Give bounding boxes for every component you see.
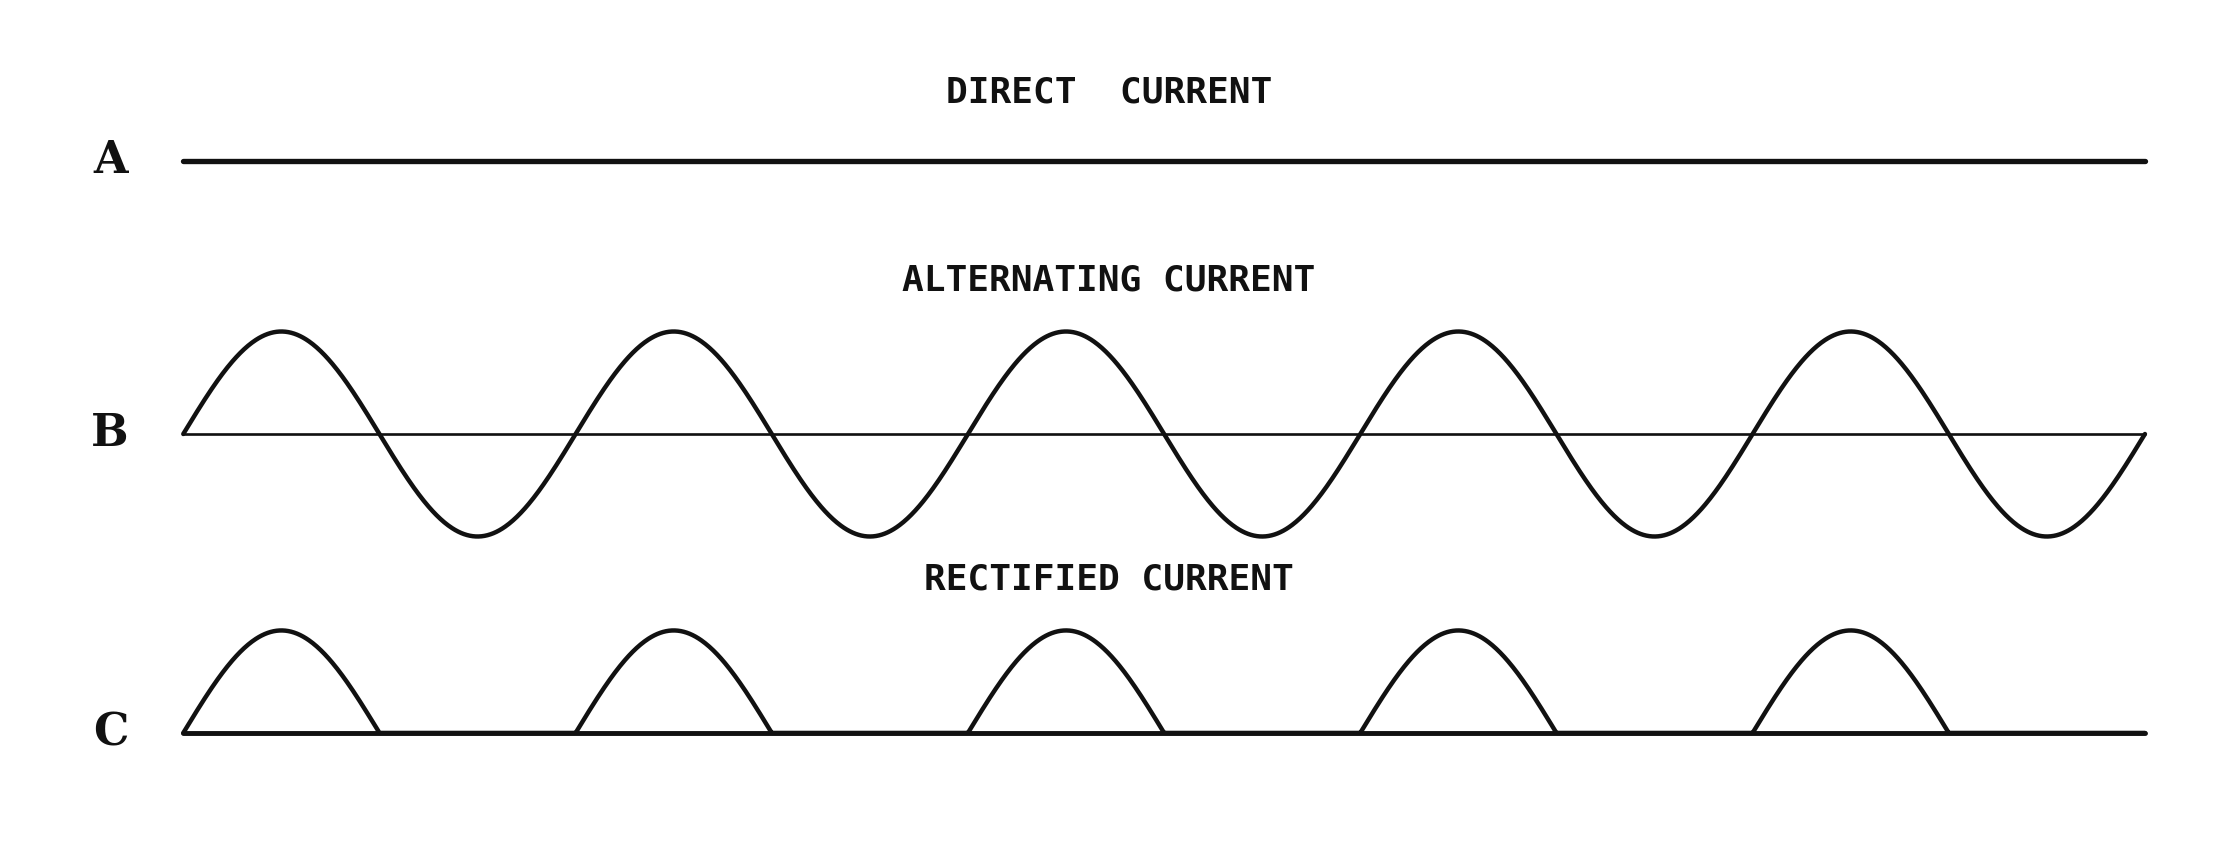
Text: ALTERNATING CURRENT: ALTERNATING CURRENT [903,263,1315,298]
Text: C: C [93,712,129,754]
Text: DIRECT  CURRENT: DIRECT CURRENT [945,76,1273,109]
Text: RECTIFIED CURRENT: RECTIFIED CURRENT [925,562,1293,596]
Text: B: B [91,412,129,456]
Text: A: A [93,139,129,182]
